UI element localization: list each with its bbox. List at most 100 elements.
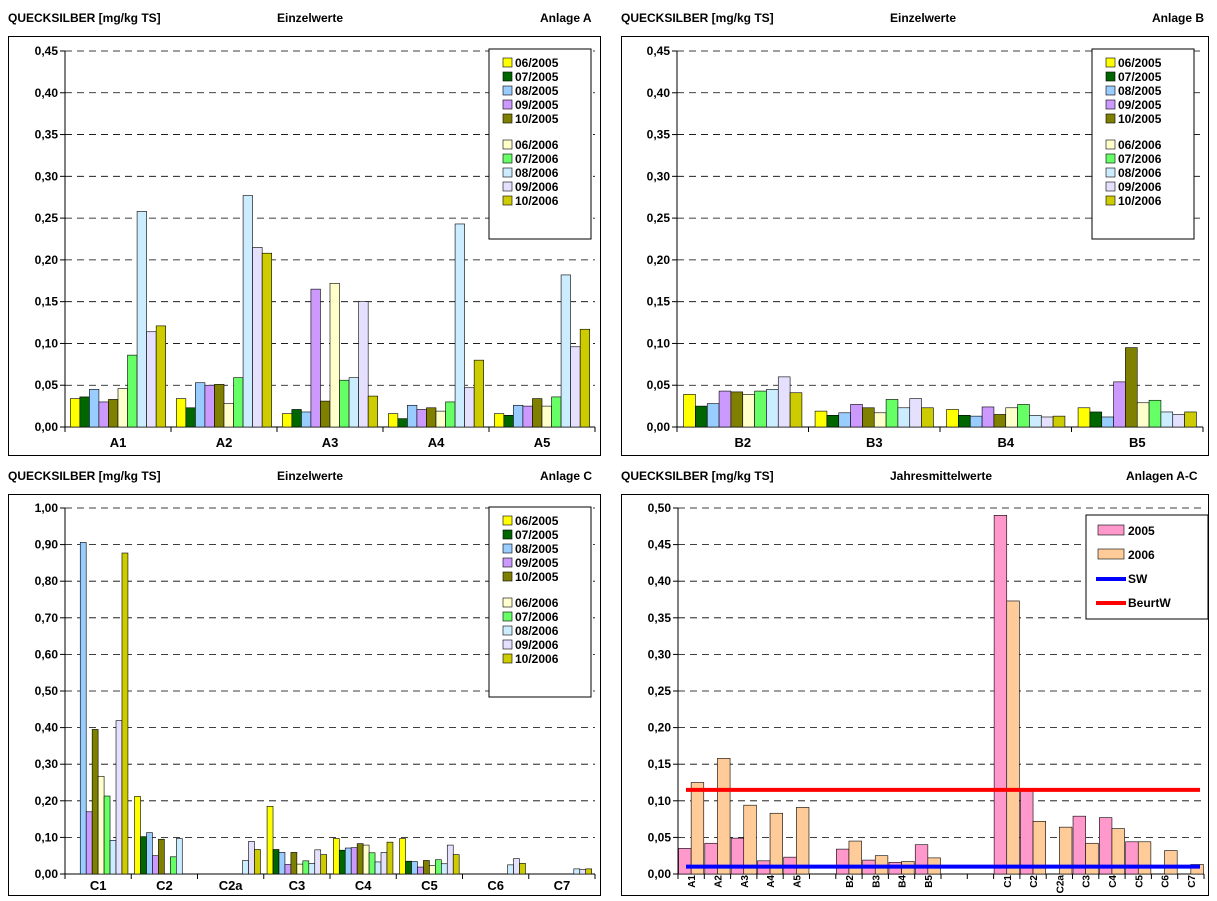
y-tick-label: 0,30: [647, 169, 671, 183]
bar-b-B2-08-2006: [766, 389, 779, 428]
y-tick-label: 0,25: [35, 211, 59, 225]
bar-abc-C6-2006: [1164, 850, 1178, 875]
bar-a-A4-10-2006: [473, 359, 485, 428]
bar-abc-A1-2006: [690, 782, 705, 875]
bar-c-C5-06-2005: [399, 838, 406, 875]
legend-label: 08/2005: [1118, 84, 1162, 98]
y-tick-label: 0,05: [648, 830, 672, 844]
legend-swatch: [502, 529, 513, 540]
chart-abc-subtitle: Jahresmittelwerte: [890, 469, 993, 483]
bar-c-C2-07-2006: [170, 856, 177, 875]
bar-b-B5-10-2005: [1125, 347, 1138, 428]
legend-label: 2006: [1128, 548, 1155, 562]
y-tick-label: 0,35: [647, 128, 671, 142]
bar-c-C7-10-2006: [585, 868, 592, 875]
bar-b-B3-09-2005: [850, 404, 863, 428]
bar-c-C3-10-2006: [320, 854, 327, 875]
legend-label: 09/2006: [515, 180, 559, 194]
bar-a-A4-06-2005: [387, 413, 399, 428]
x-tick-label: A1: [110, 435, 127, 450]
bar-b-B2-06-2006: [742, 394, 755, 428]
y-tick-label: 0,20: [35, 794, 59, 808]
x-tick-label: C4: [355, 878, 372, 893]
bar-a-A1-09-2006: [146, 331, 157, 428]
bar-c-C2-07-2005: [140, 836, 147, 875]
bar-b-B4-07-2005: [958, 415, 971, 428]
bar-b-B2-07-2006: [754, 390, 767, 428]
bar-a-A2-08-2006: [242, 195, 253, 428]
legend-swatch: [1105, 71, 1116, 82]
chart-abc-svg: 0,00 0,05 0,10 0,15 0,20 0,25 0,30 0,35 0,40 0,45…: [648, 501, 1209, 893]
y-tick-label: 0,10: [35, 830, 59, 844]
chart-c-subtitle: Einzelwerte: [277, 469, 344, 483]
y-tick-label: 0,35: [648, 611, 672, 625]
bar-b-B4-10-2005: [993, 414, 1007, 428]
bar-a-A4-08-2005: [407, 404, 418, 428]
x-tick-label: A1: [687, 875, 698, 888]
x-tick-label: B3: [866, 435, 883, 450]
chart-b-unit-title: QUECKSILBER [mg/kg TS]: [621, 11, 774, 25]
y-tick-label: 0,30: [35, 169, 59, 183]
x-tick-label: B2: [845, 875, 856, 888]
bar-a-A3-09-2006: [358, 301, 369, 428]
bar-c-C4-08-2006: [374, 861, 382, 875]
chart-b-svg: 0,00 0,05 0,10 0,15 0,20 0,25 0,30 0,35 0,40 0,45…: [647, 44, 1204, 450]
bar-b-B4-07-2006: [1017, 404, 1030, 428]
bar-c-C1-06-2006: [97, 775, 105, 875]
bar-a-A3-08-2005: [301, 411, 312, 428]
bar-a-A1-07-2006: [127, 354, 138, 428]
x-tick-label: C7: [1187, 875, 1198, 888]
legend-label: 06/2005: [515, 56, 559, 70]
y-tick-label: 0,15: [647, 295, 671, 309]
bar-c-C4-10-2006: [386, 841, 394, 875]
bar-a-A5-07-2006: [551, 396, 562, 428]
x-tick-label: B4: [997, 435, 1014, 450]
bar-a-A3-09-2005: [310, 288, 321, 428]
legend-swatch: [1097, 524, 1125, 536]
chart-c-plant-label: Anlage C: [540, 469, 593, 483]
bar-b-B3-08-2006: [897, 407, 911, 428]
y-tick-label: 0,30: [648, 647, 672, 661]
y-tick-label: 0,40: [648, 574, 672, 588]
bar-c-C1-09-2006: [115, 720, 123, 875]
bar-a-A3-07-2006: [339, 379, 350, 428]
bar-abc-B2-2005: [836, 848, 850, 875]
y-tick-label: 0,15: [648, 757, 672, 771]
bar-abc-C3-2006: [1085, 842, 1099, 875]
y-tick-label: 0,20: [35, 253, 59, 267]
bar-a-A2-10-2006: [261, 252, 273, 428]
bar-c-C3-08-2005: [278, 852, 286, 875]
bar-a-A2-08-2005: [195, 382, 206, 428]
bar-abc-A4-2006: [769, 812, 783, 875]
bar-a-A1-08-2005: [89, 389, 100, 428]
bar-c-C3-08-2006: [308, 863, 316, 875]
y-tick-label: 0,00: [648, 867, 672, 881]
bar-abc-C1-2006: [1006, 600, 1020, 875]
x-tick-label: C6: [487, 878, 504, 893]
y-tick-label: 0,60: [35, 647, 59, 661]
bar-abc-A2-2005: [704, 842, 718, 875]
bar-b-B2-06-2005: [683, 394, 696, 428]
bar-b-B2-07-2005: [695, 405, 708, 428]
bar-c-C2a-10-2006: [254, 849, 261, 875]
y-tick-label: 0,05: [35, 378, 59, 392]
bar-c-C2-08-2006: [176, 838, 183, 875]
bar-c-C5-07-2005: [405, 860, 412, 875]
x-tick-label: A3: [740, 875, 751, 888]
bar-b-B2-08-2005: [706, 403, 720, 428]
legend-swatch: [502, 597, 513, 608]
x-tick-label: B4: [898, 875, 909, 888]
bar-b-B3-06-2005: [814, 410, 828, 428]
bar-c-C3-06-2005: [266, 805, 274, 875]
bar-a-A4-07-2005: [397, 418, 408, 428]
y-tick-label: 0,45: [648, 538, 672, 552]
legend-label: BeurtW: [1128, 596, 1171, 610]
bar-a-A5-06-2005: [493, 413, 505, 428]
bar-a-A1-07-2005: [79, 396, 90, 428]
bar-c-C1-08-2006: [109, 840, 117, 875]
bar-b-B2-09-2005: [718, 390, 732, 428]
chart-a-plant-label: Anlage A: [540, 11, 592, 25]
x-tick-label: C6: [1161, 875, 1172, 888]
bar-a-A1-06-2006: [117, 388, 128, 428]
legend-label: 07/2006: [515, 610, 559, 624]
